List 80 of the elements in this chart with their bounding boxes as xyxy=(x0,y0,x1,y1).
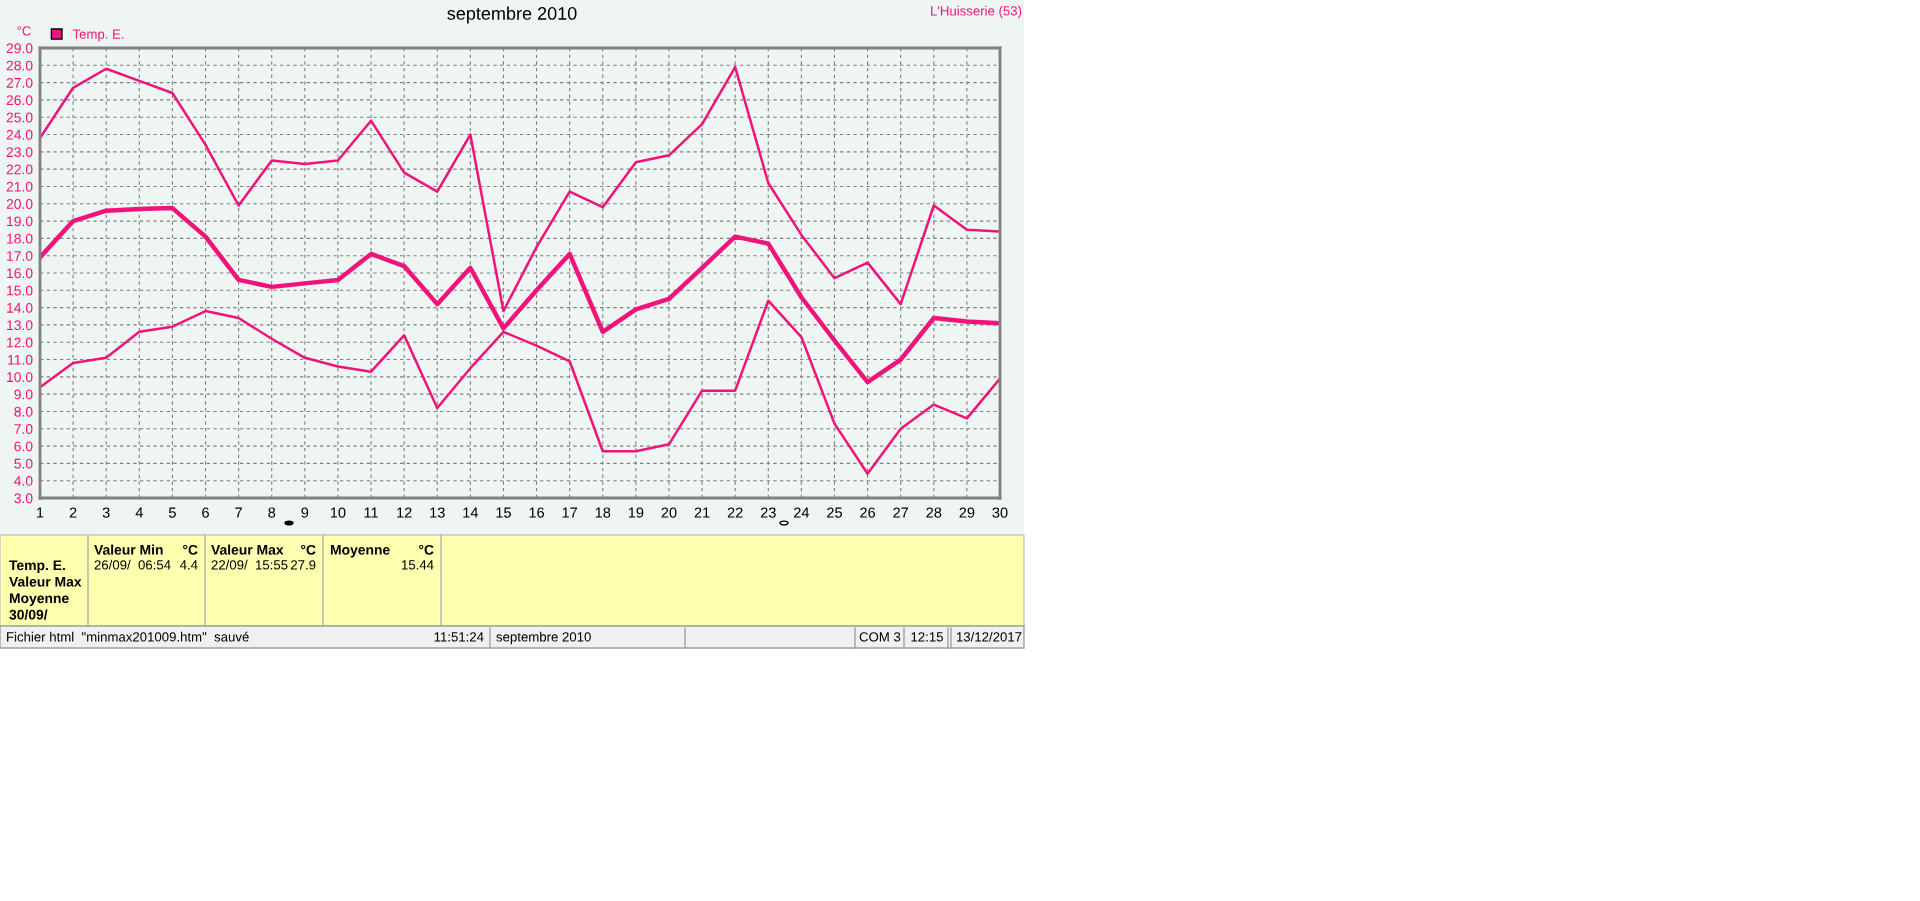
x-tick-label: 20 xyxy=(661,507,677,518)
line-series xyxy=(40,65,1000,313)
y-tick-label: 29.0 xyxy=(6,43,33,54)
x-tick-label: 26 xyxy=(860,507,876,518)
text: septembre 2010 xyxy=(496,631,591,645)
x-tick-label: 3 xyxy=(102,507,110,518)
x-tick-label: 30 xyxy=(992,507,1008,518)
text: 4.4 xyxy=(179,560,198,570)
y-tick-label: 20.0 xyxy=(6,199,33,209)
x-tick-label: 19 xyxy=(628,507,644,518)
text: Temp. E. Valeur Max Moyenne 30/09/ xyxy=(9,560,82,620)
text: 22/09/ 15:55 xyxy=(211,559,288,570)
text: Moyenne xyxy=(330,545,390,558)
y-tick-label: 12.0 xyxy=(7,337,33,348)
x-tick-label: 15 xyxy=(496,507,511,518)
x-tick-label: 27 xyxy=(893,507,909,518)
y-tick-label: 18.0 xyxy=(7,233,33,244)
y-tick-label: 21.0 xyxy=(6,181,33,192)
y-axis-title: °C xyxy=(17,26,31,36)
text: 11:51:24 xyxy=(434,632,484,642)
text: L'Huisserie (53) xyxy=(931,5,1022,19)
y-tick-label: 24.0 xyxy=(6,129,33,140)
text: 26/09/ 06:54 xyxy=(94,559,171,570)
x-tick-label: 28 xyxy=(926,507,942,518)
x-tick-label: 4 xyxy=(135,507,143,518)
x-tick-label: 22 xyxy=(727,507,743,518)
x-tick-label: 21 xyxy=(694,507,710,518)
y-tick-label: 10.0 xyxy=(7,372,33,383)
x-tick-label: 7 xyxy=(235,507,242,518)
y-tick-label: 8.0 xyxy=(14,406,33,417)
y-tick-label: 23.0 xyxy=(6,147,33,158)
y-tick-label: 19.0 xyxy=(7,216,33,227)
x-tick-label: 9 xyxy=(301,507,309,518)
y-tick-label: 26.0 xyxy=(6,95,33,106)
y-tick-label: 27.0 xyxy=(6,77,33,88)
text: COM 3 xyxy=(859,632,901,642)
text: 15.44 xyxy=(401,560,434,570)
text: Valeur Max xyxy=(211,544,284,555)
x-tick-label: 23 xyxy=(760,507,776,518)
text: Valeur Min xyxy=(94,544,163,555)
y-tick-label: 13.0 xyxy=(7,320,33,331)
y-tick-label: 28.0 xyxy=(6,60,33,71)
x-tick-label: 29 xyxy=(959,507,975,518)
text: Fichier html "minmax201009.htm" sauvé xyxy=(7,631,249,642)
x-tick-label: 14 xyxy=(463,507,479,518)
y-tick-label: 7.0 xyxy=(14,424,33,434)
text: 12:15 xyxy=(911,632,943,642)
x-tick-label: 16 xyxy=(529,507,545,518)
x-tick-label: 12 xyxy=(397,507,412,518)
x-tick-label: 18 xyxy=(595,507,611,518)
text: 27.9 xyxy=(290,560,316,570)
legend-label: Temp. E. xyxy=(72,29,124,42)
text: °C xyxy=(183,544,198,555)
y-tick-label: 3.0 xyxy=(14,493,33,504)
y-tick-label: 17.0 xyxy=(7,251,33,261)
x-tick-label: 24 xyxy=(794,507,810,518)
y-tick-label: 25.0 xyxy=(6,112,33,123)
x-tick-label: 13 xyxy=(430,507,445,518)
x-tick-label: 17 xyxy=(562,507,578,518)
y-tick-label: 11.0 xyxy=(8,354,33,365)
y-tick-label: 14.0 xyxy=(7,302,33,313)
y-tick-label: 5.0 xyxy=(14,458,33,469)
y-tick-label: 15.0 xyxy=(7,285,33,296)
y-tick-label: 6.0 xyxy=(14,441,33,452)
x-tick-label: 11 xyxy=(364,507,378,518)
text: °C xyxy=(419,544,434,555)
x-tick-label: 25 xyxy=(827,507,842,518)
y-tick-label: 22.0 xyxy=(6,164,33,175)
x-tick-label: 2 xyxy=(69,507,77,518)
x-tick-label: 10 xyxy=(330,507,346,518)
text: 13/12/2017 xyxy=(956,631,1022,642)
text: °C xyxy=(301,544,316,555)
x-tick-label: 1 xyxy=(37,507,44,518)
x-tick-label: 8 xyxy=(268,507,276,518)
x-tick-label: 6 xyxy=(202,507,209,518)
chart-title: septembre 2010 xyxy=(447,6,577,24)
y-tick-label: 9.0 xyxy=(14,389,33,400)
y-tick-label: 16.0 xyxy=(7,268,33,279)
y-tick-label: 4.0 xyxy=(14,476,33,486)
x-tick-label: 5 xyxy=(168,507,176,518)
